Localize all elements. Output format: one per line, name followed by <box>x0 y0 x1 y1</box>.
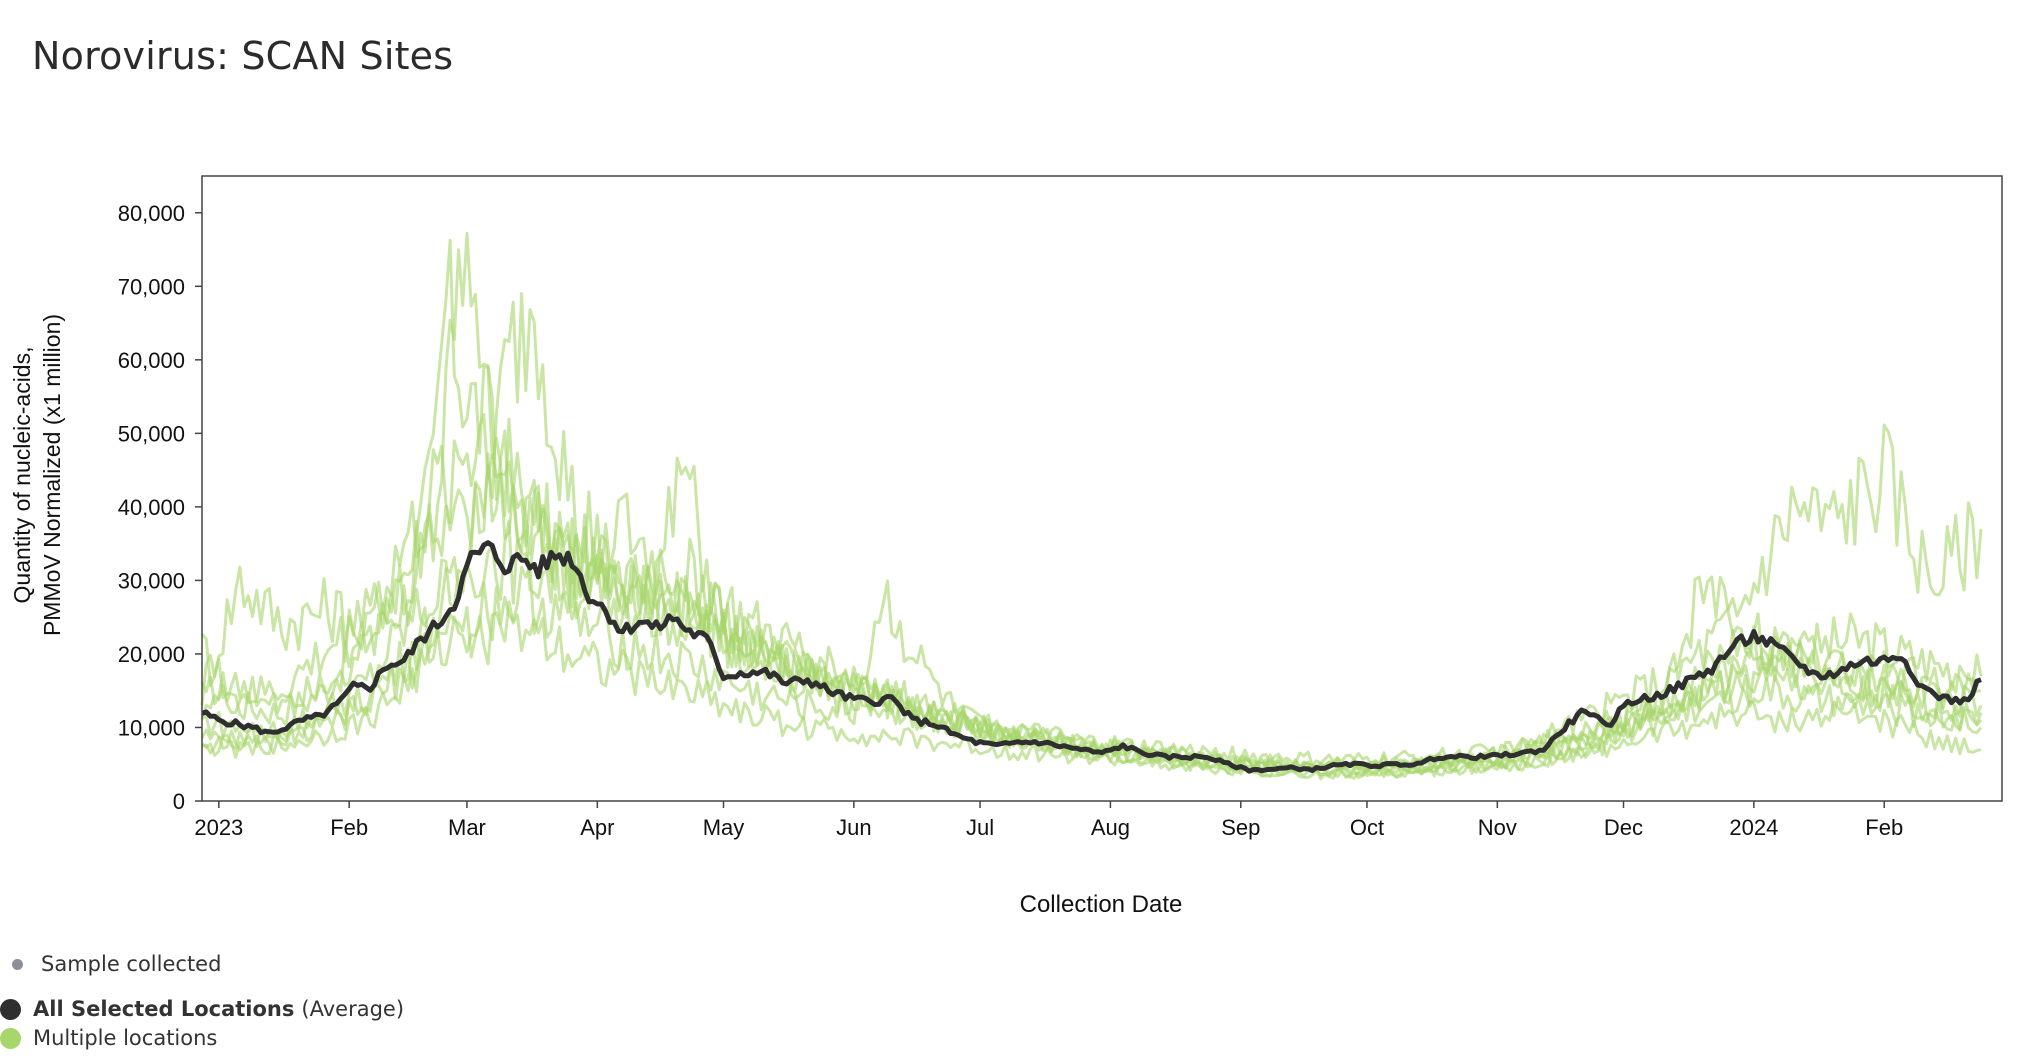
page-title: Norovirus: SCAN Sites <box>32 34 454 78</box>
y-axis-label-line-2: PMMoV Normalized (x1 million) <box>39 314 65 636</box>
y-axis-label-line-1: Quantity of nucleic-acids, <box>9 347 35 604</box>
x-tick-label: Nov <box>1478 815 1517 840</box>
y-tick-label: 30,000 <box>118 568 185 593</box>
x-tick-label: Feb <box>1865 815 1903 840</box>
legend-multiple-locations[interactable]: Multiple locations <box>0 1026 217 1050</box>
y-axis-ticks: 0 10,000 20,000 30,000 40,000 50,000 60,000 70,… <box>118 201 202 814</box>
y-tick-label: 10,000 <box>118 715 185 740</box>
x-tick-label: Jun <box>836 815 871 840</box>
multiple-locations-dot-icon <box>0 1027 21 1049</box>
location-line <box>200 452 1982 775</box>
x-tick-label: Dec <box>1604 815 1643 840</box>
x-tick-label: Feb <box>330 815 368 840</box>
y-tick-label: 0 <box>173 789 185 814</box>
x-tick-label: Apr <box>580 815 614 840</box>
legend-multiple-locations-label: Multiple locations <box>33 1026 218 1050</box>
x-tick-label: Jul <box>966 815 994 840</box>
x-tick-label: 2023 <box>194 815 243 840</box>
average-dot-icon <box>0 998 21 1020</box>
y-tick-label: 80,000 <box>118 201 185 226</box>
x-axis-label: Collection Date <box>1020 891 1183 918</box>
y-tick-label: 70,000 <box>118 274 185 299</box>
x-tick-label: May <box>703 815 745 840</box>
x-tick-label: Aug <box>1091 815 1130 840</box>
x-tick-label: 2024 <box>1729 815 1778 840</box>
location-lines <box>200 231 1983 781</box>
y-tick-label: 20,000 <box>118 642 185 667</box>
average-line <box>201 540 1982 774</box>
x-tick-label: Sep <box>1221 815 1260 840</box>
x-axis-ticks: 2023 Feb Mar Apr May Jun Jul Aug Sep Oct Nov Dec 202… <box>194 801 1903 840</box>
sample-dot-icon <box>12 958 23 970</box>
legend-sample-label: Sample collected <box>41 952 222 976</box>
y-tick-label: 40,000 <box>118 495 185 520</box>
location-line <box>200 413 1983 767</box>
x-tick-label: Oct <box>1350 815 1384 840</box>
legend-average[interactable]: All Selected Locations (Average) <box>0 997 404 1021</box>
location-line <box>201 600 1982 781</box>
line-chart: 0 10,000 20,000 30,000 40,000 50,000 60,000 70,… <box>9 175 2003 918</box>
y-tick-label: 60,000 <box>118 348 185 373</box>
y-tick-label: 50,000 <box>118 421 185 446</box>
x-tick-label: Mar <box>448 815 486 840</box>
legend-average-suffix: (Average) <box>301 997 405 1021</box>
legend-average-label: All Selected Locations <box>33 997 295 1021</box>
legend-sample: Sample collected <box>12 952 221 976</box>
average-line-group <box>201 540 1982 774</box>
plot-frame <box>201 175 2003 802</box>
